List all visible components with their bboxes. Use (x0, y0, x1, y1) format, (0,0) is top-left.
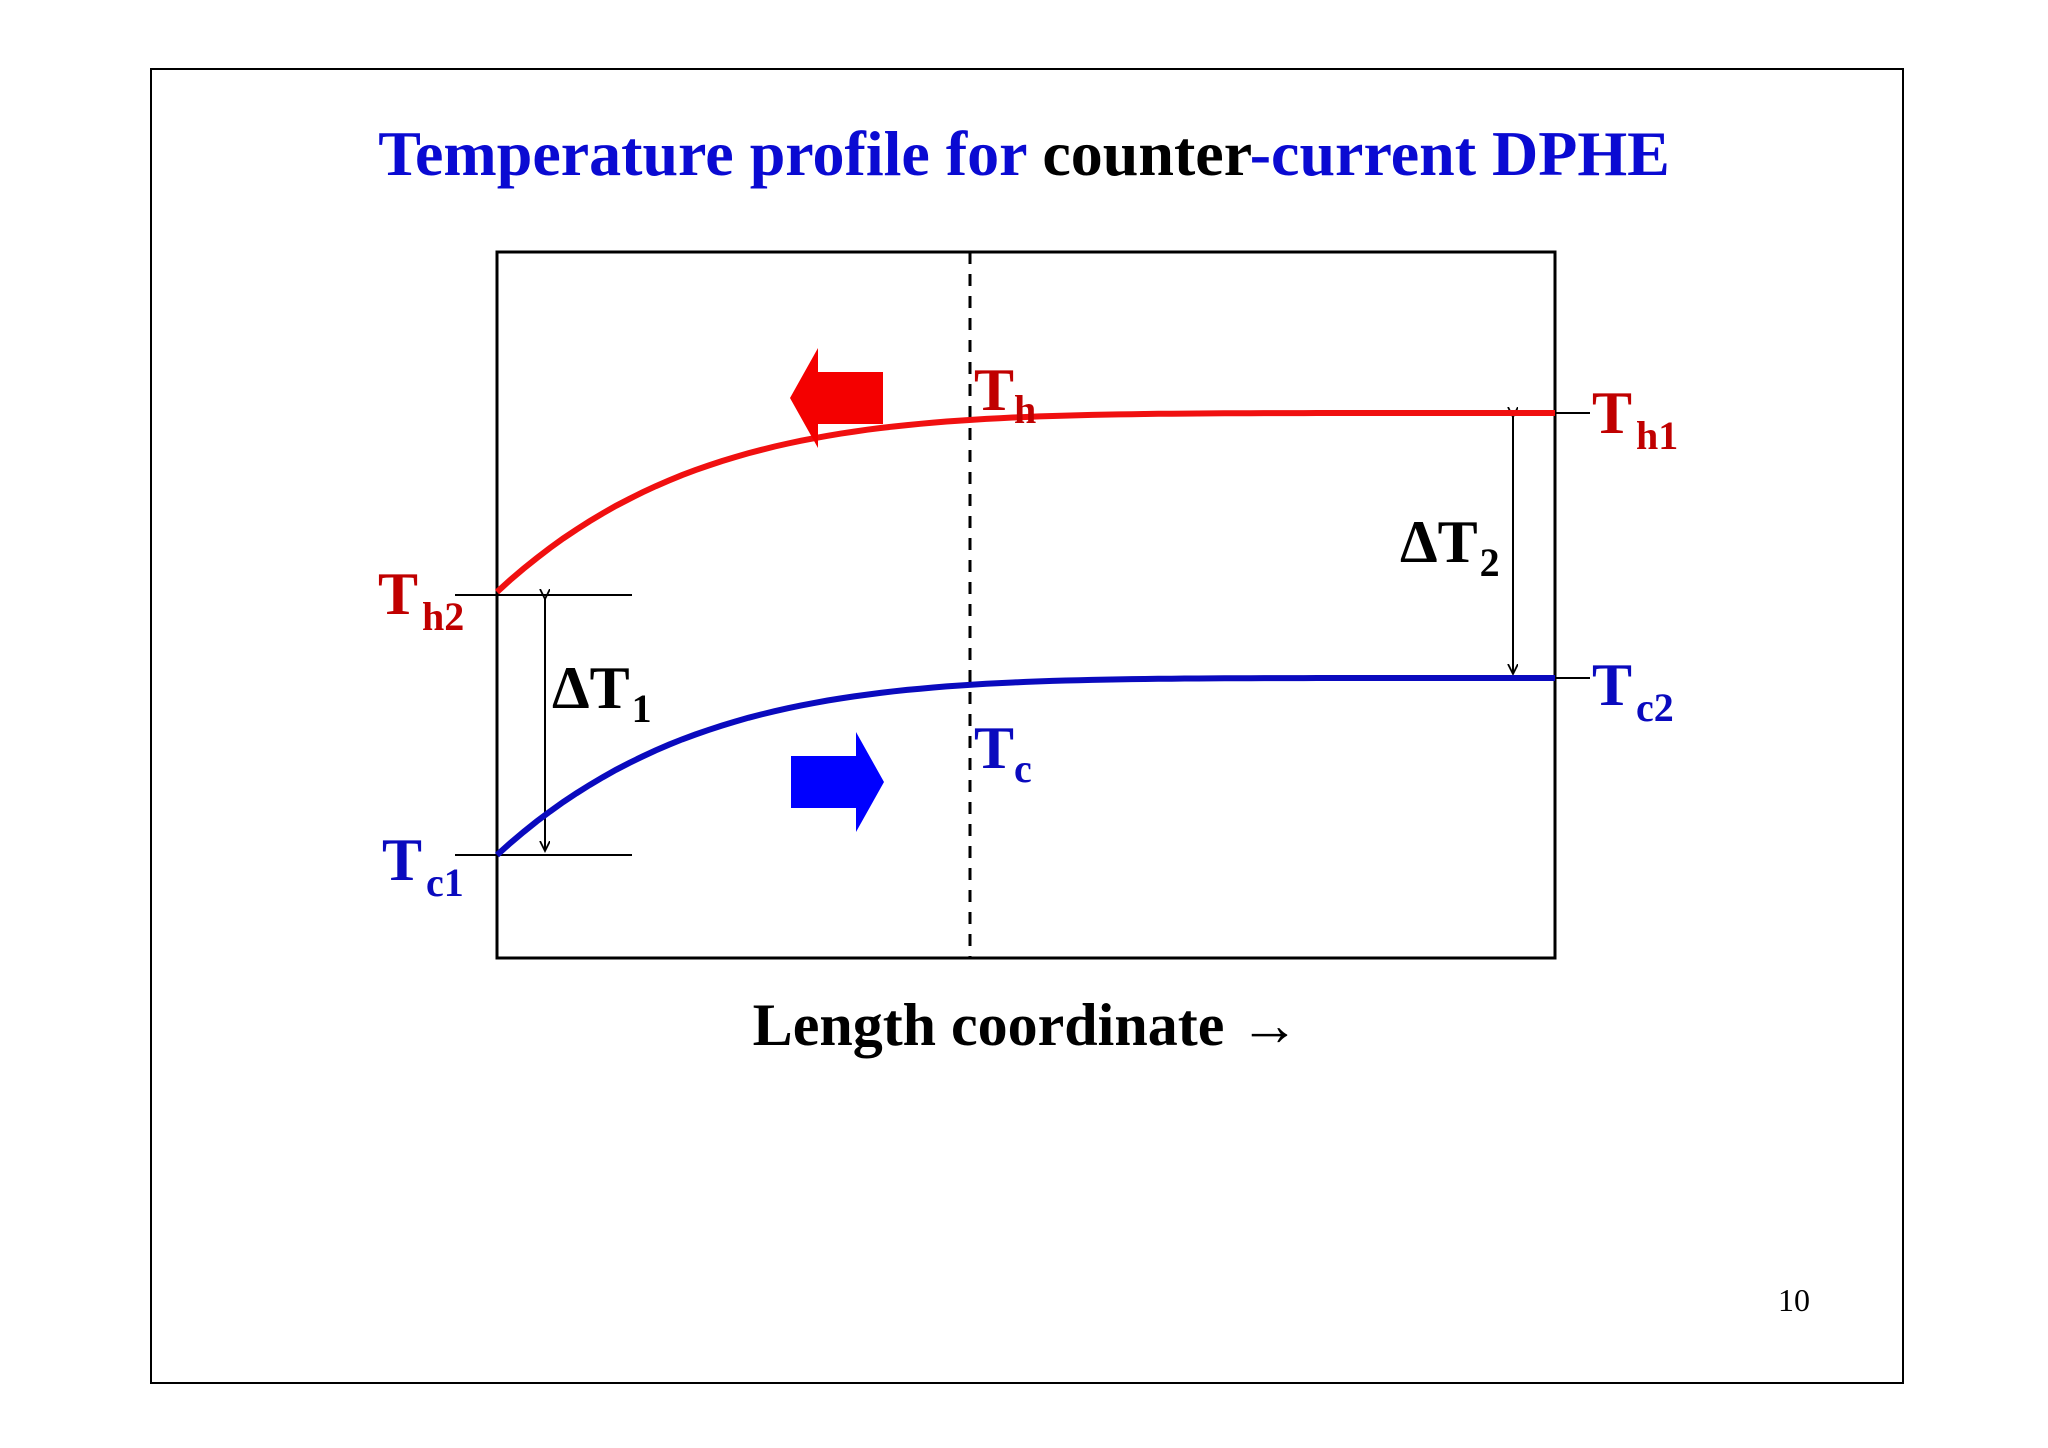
page-number: 10 (1778, 1282, 1810, 1318)
slide-frame (150, 68, 1904, 1384)
tc-label: Tc (974, 715, 1032, 791)
left-arrow-icon (790, 348, 883, 448)
dt2-label: ΔT2 (1400, 509, 1500, 585)
cold-fluid-curve (495, 675, 1555, 858)
right-arrow-icon (791, 732, 884, 832)
title-part-1: Temperature profile for (378, 118, 1043, 189)
slide-title: Temperature profile for counter-current … (0, 122, 2048, 186)
plot-frame (495, 250, 1557, 960)
hot-fluid-curve (494, 410, 1555, 595)
title-part-3: -current DPHE (1249, 118, 1670, 189)
th-label: Th (974, 357, 1036, 432)
title-part-2: counter (1042, 118, 1250, 189)
dt1-label: ΔT1 (552, 655, 652, 731)
x-axis-label: Length coordinate → (753, 992, 1300, 1058)
